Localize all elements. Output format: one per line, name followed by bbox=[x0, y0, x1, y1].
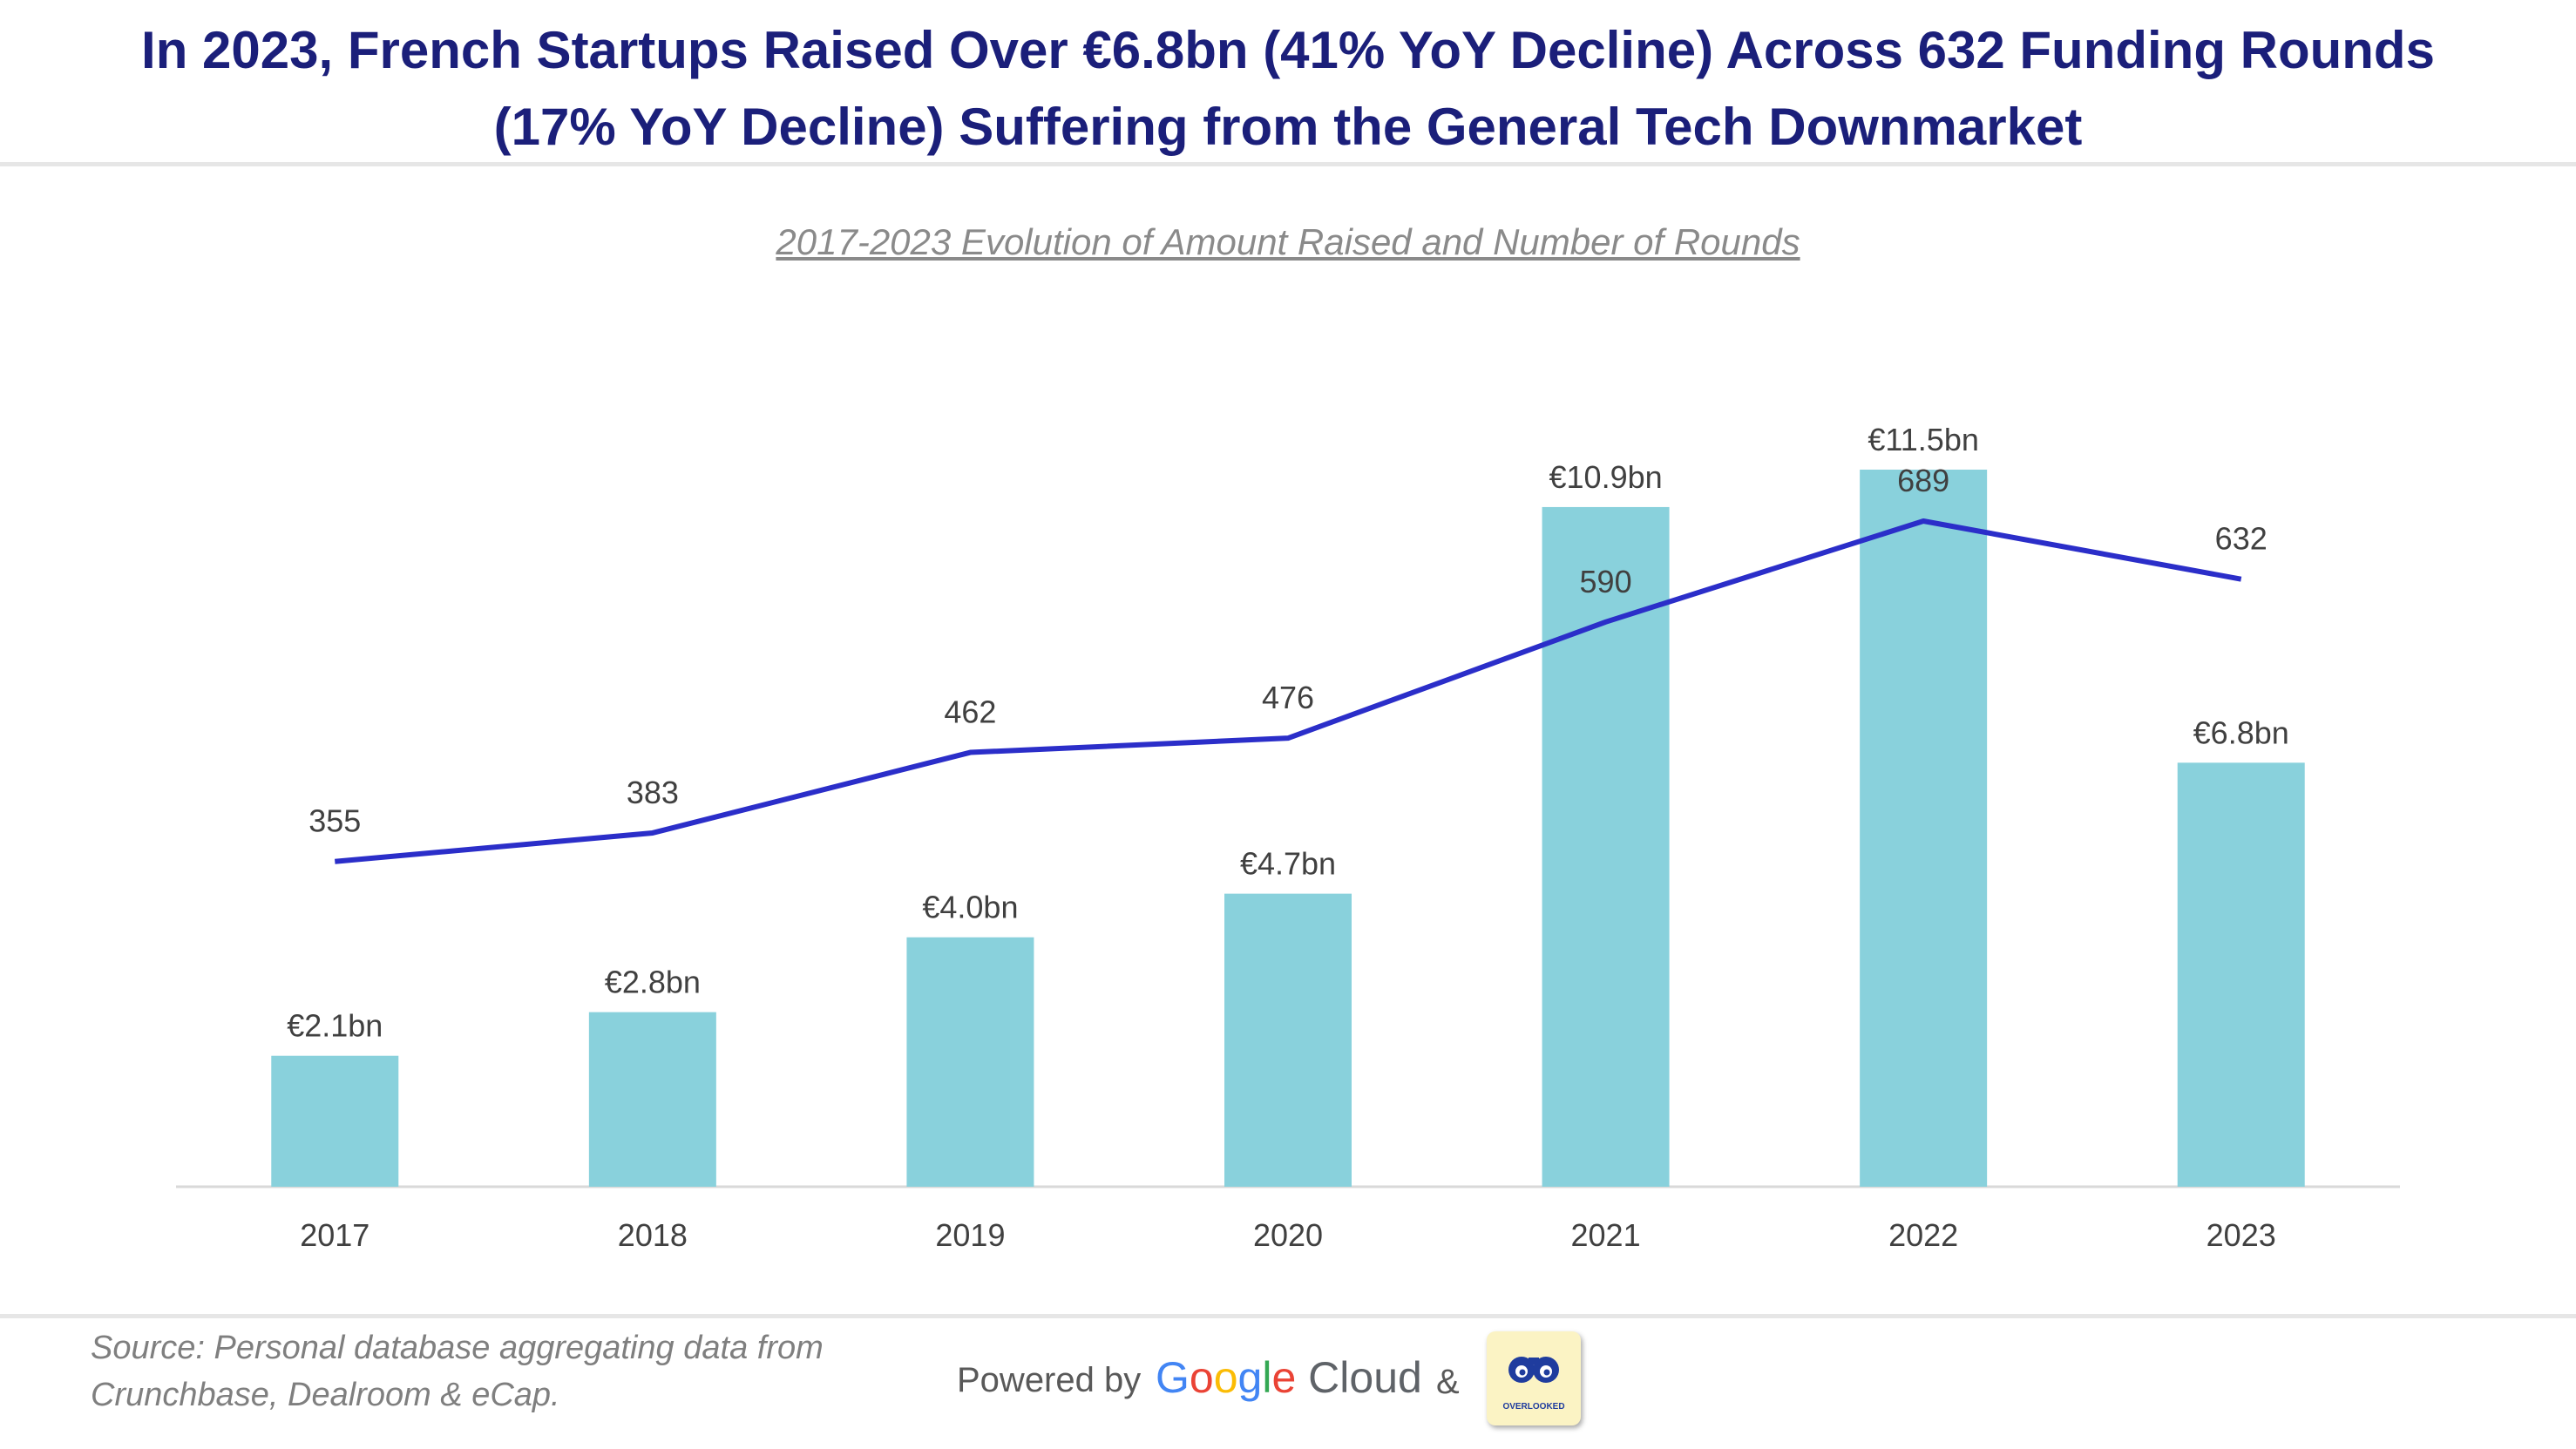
x-tick-label-2020: 2020 bbox=[1253, 1217, 1323, 1253]
bar-2019 bbox=[906, 937, 1034, 1187]
x-tick-label-2019: 2019 bbox=[935, 1217, 1005, 1253]
bar-label-2021: €10.9bn bbox=[1549, 459, 1663, 495]
source-note: Source: Personal database aggregating da… bbox=[91, 1324, 824, 1419]
bar-label-2017: €2.1bn bbox=[287, 1008, 383, 1044]
title-line-1: In 2023, French Startups Raised Over €6.… bbox=[141, 21, 2435, 79]
bar-label-2023: €6.8bn bbox=[2193, 714, 2289, 750]
page-title: In 2023, French Startups Raised Over €6.… bbox=[0, 12, 2576, 166]
bar-label-2020: €4.7bn bbox=[1240, 846, 1336, 882]
bar-2023 bbox=[2177, 762, 2305, 1187]
line-label-2017: 355 bbox=[308, 803, 361, 839]
bar-2022 bbox=[1860, 470, 1988, 1187]
x-tick-label-2021: 2021 bbox=[1571, 1217, 1641, 1253]
google-cloud-logo: Google Cloud bbox=[1156, 1353, 1422, 1402]
bar-2018 bbox=[588, 1012, 716, 1187]
x-tick-label-2023: 2023 bbox=[2207, 1217, 2276, 1253]
binoculars-icon bbox=[1508, 1357, 1559, 1383]
chart-title: 2017-2023 Evolution of Amount Raised and… bbox=[776, 221, 1800, 262]
bar-label-2018: €2.8bn bbox=[605, 965, 701, 1000]
overlooked-logo: OVERLOOKED bbox=[1487, 1331, 1581, 1425]
bar-label-2022: €11.5bn bbox=[1868, 422, 1978, 457]
footer-divider bbox=[0, 1314, 2576, 1318]
chart: €2.1bn 2017 €2.8bn 2018 €4.0bn 2019 €4.7bn 2020… bbox=[176, 422, 2400, 1253]
powered-by-label: Powered by bbox=[957, 1361, 1142, 1399]
source-line-2: Crunchbase, Dealroom & eCap. bbox=[91, 1377, 560, 1413]
x-tick-label-2017: 2017 bbox=[300, 1217, 369, 1253]
x-tick-label-2018: 2018 bbox=[618, 1217, 688, 1253]
bar-label-2019: €4.0bn bbox=[922, 890, 1018, 925]
line-label-2022: 689 bbox=[1897, 463, 1949, 498]
rounds-line bbox=[335, 518, 2242, 864]
ampersand: & bbox=[1436, 1363, 1460, 1401]
line-label-2018: 383 bbox=[627, 775, 679, 810]
bar-2017 bbox=[271, 1055, 399, 1187]
header-divider bbox=[0, 162, 2576, 166]
line-label-2019: 462 bbox=[944, 694, 996, 730]
source-line-1: Source: Personal database aggregating da… bbox=[91, 1330, 824, 1366]
x-tick-label-2022: 2022 bbox=[1888, 1217, 1958, 1253]
line-label-2020: 476 bbox=[1262, 680, 1314, 715]
title-line-2: (17% YoY Decline) Suffering from the Gen… bbox=[493, 98, 2083, 156]
bar-2020 bbox=[1224, 893, 1352, 1187]
line-label-2021: 590 bbox=[1580, 564, 1632, 599]
line-label-2023: 632 bbox=[2215, 521, 2268, 557]
